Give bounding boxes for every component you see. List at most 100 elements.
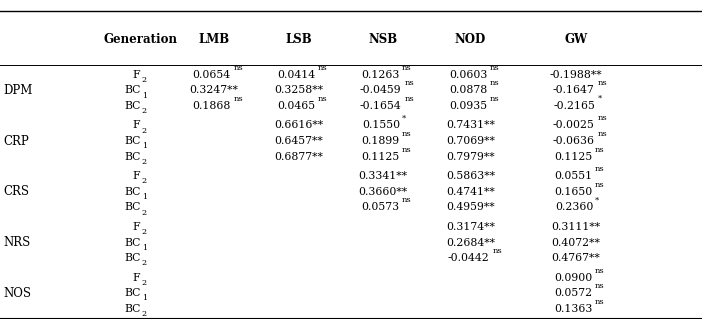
Text: ns: ns: [318, 95, 327, 103]
Text: 0.7069**: 0.7069**: [446, 136, 495, 146]
Text: BC: BC: [124, 203, 140, 212]
Text: ns: ns: [598, 130, 607, 138]
Text: 0.4767**: 0.4767**: [551, 253, 600, 263]
Text: -0.1654: -0.1654: [359, 101, 401, 111]
Text: 0.7431**: 0.7431**: [446, 121, 495, 130]
Text: 0.0414: 0.0414: [277, 70, 315, 80]
Text: 0.0603: 0.0603: [449, 70, 487, 80]
Text: ns: ns: [402, 146, 411, 154]
Text: ns: ns: [402, 197, 411, 204]
Text: -0.0025: -0.0025: [552, 121, 595, 130]
Text: NOS: NOS: [4, 287, 32, 300]
Text: *: *: [598, 95, 602, 103]
Text: ns: ns: [490, 95, 499, 103]
Text: NSB: NSB: [368, 33, 397, 46]
Text: BC: BC: [124, 152, 140, 162]
Text: ns: ns: [595, 165, 604, 173]
Text: GW: GW: [564, 33, 588, 46]
Text: 0.3258**: 0.3258**: [274, 85, 323, 95]
Text: 0.3111**: 0.3111**: [551, 222, 600, 232]
Text: 2: 2: [142, 228, 147, 236]
Text: 0.0878: 0.0878: [449, 85, 487, 95]
Text: 0.6877**: 0.6877**: [274, 152, 323, 162]
Text: ns: ns: [595, 298, 604, 306]
Text: CRP: CRP: [4, 135, 29, 148]
Text: 0.3174**: 0.3174**: [446, 222, 495, 232]
Text: -0.0442: -0.0442: [447, 253, 489, 263]
Text: 0.2360: 0.2360: [555, 203, 594, 212]
Text: ns: ns: [405, 79, 414, 87]
Text: -0.1647: -0.1647: [552, 85, 594, 95]
Text: 0.3247**: 0.3247**: [190, 85, 239, 95]
Text: ns: ns: [493, 247, 502, 255]
Text: 1: 1: [142, 142, 147, 150]
Text: BC: BC: [124, 85, 140, 95]
Text: BC: BC: [124, 187, 140, 197]
Text: 0.0572: 0.0572: [555, 288, 592, 298]
Text: *: *: [595, 197, 600, 204]
Text: ns: ns: [598, 79, 607, 87]
Text: BC: BC: [124, 304, 140, 314]
Text: ns: ns: [595, 181, 604, 189]
Text: CRS: CRS: [4, 185, 29, 198]
Text: ns: ns: [402, 130, 411, 138]
Text: 2: 2: [142, 259, 147, 267]
Text: 0.0900: 0.0900: [554, 273, 592, 283]
Text: ns: ns: [598, 115, 607, 122]
Text: ns: ns: [595, 282, 604, 290]
Text: DPM: DPM: [4, 84, 33, 97]
Text: 0.3660**: 0.3660**: [358, 187, 407, 197]
Text: 0.2684**: 0.2684**: [446, 238, 495, 248]
Text: F: F: [133, 121, 140, 130]
Text: 0.0465: 0.0465: [277, 101, 315, 111]
Text: 0.1899: 0.1899: [362, 136, 399, 146]
Text: F: F: [133, 70, 140, 80]
Text: NOD: NOD: [455, 33, 486, 46]
Text: 1: 1: [142, 92, 147, 100]
Text: 2: 2: [142, 76, 147, 84]
Text: 0.4741**: 0.4741**: [446, 187, 495, 197]
Text: ns: ns: [490, 79, 499, 87]
Text: ns: ns: [318, 64, 327, 72]
Text: 0.0935: 0.0935: [449, 101, 487, 111]
Text: 0.6457**: 0.6457**: [274, 136, 323, 146]
Text: 0.1650: 0.1650: [554, 187, 592, 197]
Text: 0.5863**: 0.5863**: [446, 171, 495, 181]
Text: BC: BC: [124, 136, 140, 146]
Text: 2: 2: [142, 107, 147, 115]
Text: BC: BC: [124, 101, 140, 111]
Text: 0.4072**: 0.4072**: [551, 238, 600, 248]
Text: ns: ns: [595, 146, 604, 154]
Text: F: F: [133, 273, 140, 283]
Text: 2: 2: [142, 279, 147, 287]
Text: F: F: [133, 171, 140, 181]
Text: -0.1988**: -0.1988**: [550, 70, 602, 80]
Text: 0.0654: 0.0654: [193, 70, 231, 80]
Text: *: *: [402, 115, 406, 122]
Text: 0.1263: 0.1263: [361, 70, 399, 80]
Text: 0.0573: 0.0573: [362, 203, 399, 212]
Text: NRS: NRS: [4, 236, 31, 249]
Text: ns: ns: [234, 64, 243, 72]
Text: 0.7979**: 0.7979**: [446, 152, 495, 162]
Text: BC: BC: [124, 238, 140, 248]
Text: 0.3341**: 0.3341**: [358, 171, 407, 181]
Text: 0.1550: 0.1550: [362, 121, 401, 130]
Text: 0.1125: 0.1125: [554, 152, 592, 162]
Text: 2: 2: [142, 127, 147, 135]
Text: 0.1363: 0.1363: [554, 304, 592, 314]
Text: 2: 2: [142, 209, 147, 217]
Text: Generation: Generation: [103, 33, 178, 46]
Text: BC: BC: [124, 253, 140, 263]
Text: 2: 2: [142, 177, 147, 185]
Text: -0.2165: -0.2165: [554, 101, 595, 111]
Text: 1: 1: [142, 193, 147, 201]
Text: 1: 1: [142, 244, 147, 252]
Text: 0.1125: 0.1125: [361, 152, 399, 162]
Text: -0.0459: -0.0459: [359, 85, 401, 95]
Text: ns: ns: [405, 95, 414, 103]
Text: F: F: [133, 222, 140, 232]
Text: LMB: LMB: [199, 33, 230, 46]
Text: 1: 1: [142, 294, 147, 302]
Text: 0.4959**: 0.4959**: [446, 203, 495, 212]
